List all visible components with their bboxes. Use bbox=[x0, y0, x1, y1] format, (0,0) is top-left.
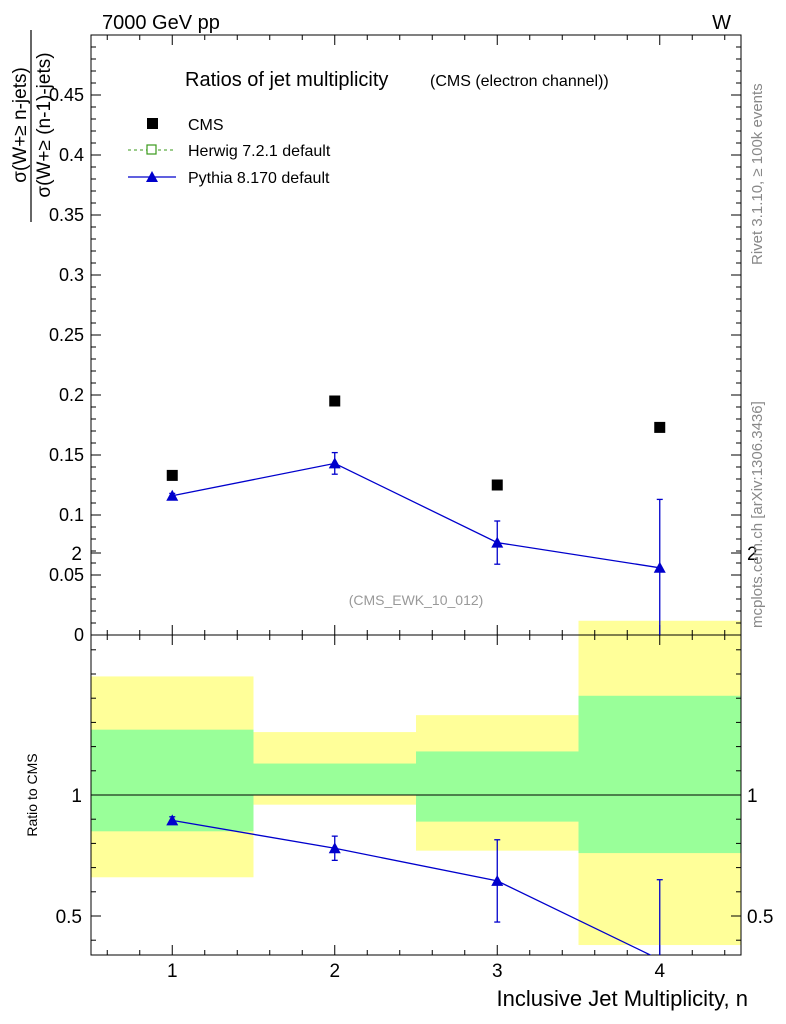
main-ytick-label: 0.25 bbox=[49, 325, 84, 345]
main-ylabel-denominator-text: σ(W+≥ (n-1)-jets) bbox=[34, 52, 55, 197]
ratio-ytick-label-left: 2 bbox=[71, 544, 82, 565]
cms-point bbox=[329, 395, 341, 407]
pythia-point bbox=[166, 489, 179, 501]
mcplots-label-text: mcplots.cern.ch [arXiv:1306.3436] bbox=[749, 401, 766, 628]
ratio-pythia-point bbox=[166, 814, 179, 826]
x-tick-label: 4 bbox=[654, 961, 665, 982]
legend-herwig-label: Herwig 7.2.1 default bbox=[188, 143, 331, 160]
main-ytick-label: 0.4 bbox=[59, 145, 84, 165]
ratio-band-inner bbox=[253, 763, 416, 795]
cms-point bbox=[491, 479, 503, 491]
ratio-axes: 0.5 0.5 1 1 2 2 1 2 3 4 bbox=[56, 544, 774, 982]
cms-point bbox=[654, 421, 666, 433]
main-series bbox=[166, 395, 666, 635]
header-right: W bbox=[712, 12, 731, 34]
x-tick-label: 3 bbox=[492, 961, 503, 982]
ratio-ytick-label-right: 1 bbox=[747, 786, 758, 807]
rivet-label: Rivet 3.1.10, ≥ 100k events bbox=[749, 83, 766, 265]
main-ylabel-denominator: σ(W+≥ (n-1)-jets) bbox=[34, 52, 55, 197]
main-ytick-label: 0.05 bbox=[49, 565, 84, 585]
x-tick-label: 2 bbox=[329, 961, 340, 982]
ratio-pythia-point bbox=[658, 953, 661, 955]
mcplots-label: mcplots.cern.ch [arXiv:1306.3436] bbox=[749, 401, 766, 628]
ratio-bands bbox=[91, 620, 741, 1024]
pythia-point bbox=[653, 561, 666, 573]
ratio-ylabel: Ratio to CMS bbox=[24, 753, 40, 836]
main-axes: 0 0.05 0.1 0.15 0.2 0.25 0.3 0.35 0.4 0.45 bbox=[49, 34, 741, 645]
ratio-ytick-label-left: 0.5 bbox=[56, 907, 82, 928]
cms-point bbox=[166, 469, 178, 481]
ratio-ylabel-text: Ratio to CMS bbox=[24, 753, 40, 836]
rivet-label-text: Rivet 3.1.10, ≥ 100k events bbox=[749, 83, 766, 265]
ratio-band-inner bbox=[578, 695, 741, 854]
chart-subtitle: (CMS (electron channel)) bbox=[430, 73, 609, 90]
legend-pythia-label: Pythia 8.170 default bbox=[188, 170, 330, 187]
x-tick-label: 1 bbox=[167, 961, 178, 982]
pythia-line bbox=[172, 462, 660, 569]
legend-cms-marker bbox=[147, 118, 158, 129]
legend: CMS Herwig 7.2.1 default Pythia 8.170 de… bbox=[128, 117, 331, 187]
ratio-series bbox=[166, 814, 663, 955]
ratio-pythia-point bbox=[491, 874, 504, 886]
x-axis-label: Inclusive Jet Multiplicity, n bbox=[497, 986, 748, 1011]
main-ytick-label: 0.35 bbox=[49, 205, 84, 225]
pythia-point bbox=[328, 457, 341, 469]
ratio-ytick-label-left: 1 bbox=[71, 786, 82, 807]
main-ytick-label: 0.15 bbox=[49, 445, 84, 465]
main-ytick-label: 0.3 bbox=[59, 265, 84, 285]
main-ylabel-numerator-text: σ(W+≥ n-jets) bbox=[10, 67, 31, 183]
ratio-mask bbox=[92, 955, 741, 1024]
ratio-pythia-point bbox=[328, 842, 341, 854]
ratio-ytick-label-right: 0.5 bbox=[747, 907, 773, 928]
header-left: 7000 GeV pp bbox=[102, 12, 220, 34]
pythia-point bbox=[491, 536, 504, 548]
ratio-pythia-line bbox=[172, 819, 652, 955]
analysis-annotation: (CMS_EWK_10_012) bbox=[349, 592, 484, 608]
legend-pythia-marker bbox=[146, 171, 158, 182]
main-ytick-label: 0.45 bbox=[49, 85, 84, 105]
ratio-ytick-label-right: 2 bbox=[747, 544, 758, 565]
ratio-band-inner bbox=[91, 729, 254, 832]
main-ylabel-numerator: σ(W+≥ n-jets) bbox=[10, 67, 31, 183]
ratio-band-inner bbox=[416, 751, 579, 822]
main-ytick-label: 0.1 bbox=[59, 505, 84, 525]
main-ytick-label: 0 bbox=[74, 625, 84, 645]
legend-cms-label: CMS bbox=[188, 117, 224, 134]
main-ytick-label: 0.2 bbox=[59, 385, 84, 405]
legend-herwig-marker bbox=[146, 144, 157, 155]
chart-title: Ratios of jet multiplicity bbox=[185, 69, 388, 91]
